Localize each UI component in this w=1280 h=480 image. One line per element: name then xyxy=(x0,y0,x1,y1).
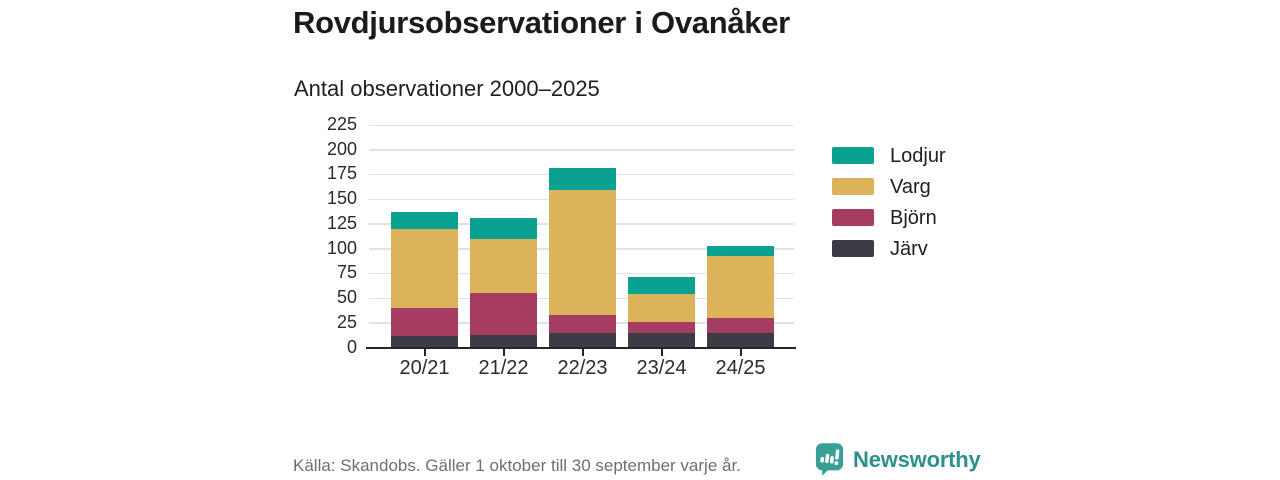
legend-swatch-lodjur xyxy=(832,147,874,164)
bar-segment-varg-23/24 xyxy=(628,293,695,323)
bar-segment-björn-24/25 xyxy=(707,318,774,334)
legend-row-björn: Björn xyxy=(832,206,946,229)
y-tick-label-0: 0 xyxy=(346,336,357,357)
legend-swatch-björn xyxy=(832,209,874,226)
bar-segment-lodjur-20/21 xyxy=(391,211,458,230)
bar-segment-järv-21/22 xyxy=(470,335,537,347)
legend: Lodjur Varg Björn Järv xyxy=(832,144,946,271)
y-tick-label-200: 200 xyxy=(326,138,357,159)
source-note: Källa: Skandobs. Gäller 1 oktober till 3… xyxy=(293,456,741,475)
y-tick-label-25: 25 xyxy=(336,311,357,332)
legend-swatch-järv xyxy=(832,240,874,257)
newsworthy-logo-icon xyxy=(815,443,844,476)
plot-area xyxy=(369,124,794,347)
x-tick-label-20/21: 20/21 xyxy=(399,357,450,379)
bar-segment-varg-22/23 xyxy=(549,189,616,316)
bar-segment-varg-21/22 xyxy=(470,239,537,293)
brand-name: Newsworthy xyxy=(853,447,981,472)
x-tick-label-23/24: 23/24 xyxy=(636,357,687,379)
legend-row-lodjur: Lodjur xyxy=(832,144,946,167)
legend-label-järv: Järv xyxy=(890,237,928,260)
y-tick-label-100: 100 xyxy=(326,237,357,258)
y-tick-label-150: 150 xyxy=(326,188,357,209)
bar-segment-järv-23/24 xyxy=(628,333,695,347)
bar-23/24 xyxy=(628,276,695,347)
y-tick-label-75: 75 xyxy=(336,262,357,283)
bar-segment-lodjur-21/22 xyxy=(470,218,537,240)
x-tick-23/24 xyxy=(660,349,663,356)
brand: Newsworthy xyxy=(815,442,981,477)
bar-21/22 xyxy=(470,218,537,347)
bar-24/25 xyxy=(707,246,774,347)
bar-segment-varg-20/21 xyxy=(391,229,458,309)
x-tick-label-22/23: 22/23 xyxy=(557,357,608,379)
x-tick-label-24/25: 24/25 xyxy=(715,357,766,379)
bar-segment-varg-24/25 xyxy=(707,256,774,319)
gridline-200 xyxy=(369,149,794,151)
legend-row-järv: Järv xyxy=(832,237,946,260)
y-tick-label-175: 175 xyxy=(326,163,357,184)
x-tick-24/25 xyxy=(739,349,742,356)
legend-label-varg: Varg xyxy=(890,175,931,198)
x-tick-label-21/22: 21/22 xyxy=(478,357,529,379)
y-tick-label-125: 125 xyxy=(326,212,357,233)
bar-segment-järv-20/21 xyxy=(391,336,458,347)
bar-segment-lodjur-23/24 xyxy=(628,276,695,294)
x-tick-22/23 xyxy=(581,349,584,356)
bar-segment-björn-21/22 xyxy=(470,292,537,336)
legend-swatch-varg xyxy=(832,178,874,195)
legend-label-björn: Björn xyxy=(890,206,937,229)
chart-title: Rovdjursobservationer i Ovanåker xyxy=(293,5,790,40)
bar-segment-björn-23/24 xyxy=(628,322,695,334)
x-tick-20/21 xyxy=(423,349,426,356)
chart-subtitle: Antal observationer 2000–2025 xyxy=(294,76,600,101)
bar-20/21 xyxy=(391,211,458,347)
y-tick-label-225: 225 xyxy=(326,114,357,134)
bar-segment-björn-20/21 xyxy=(391,308,458,337)
bar-segment-lodjur-22/23 xyxy=(549,168,616,190)
bar-segment-järv-24/25 xyxy=(707,333,774,347)
bar-segment-lodjur-24/25 xyxy=(707,246,774,257)
bar-segment-björn-22/23 xyxy=(549,315,616,334)
legend-label-lodjur: Lodjur xyxy=(890,144,946,167)
x-axis-line xyxy=(366,346,796,349)
gridline-225 xyxy=(369,124,794,126)
y-tick-label-50: 50 xyxy=(336,287,357,308)
bar-22/23 xyxy=(549,168,616,347)
legend-row-varg: Varg xyxy=(832,175,946,198)
x-tick-21/22 xyxy=(502,349,505,356)
bar-segment-järv-22/23 xyxy=(549,333,616,347)
